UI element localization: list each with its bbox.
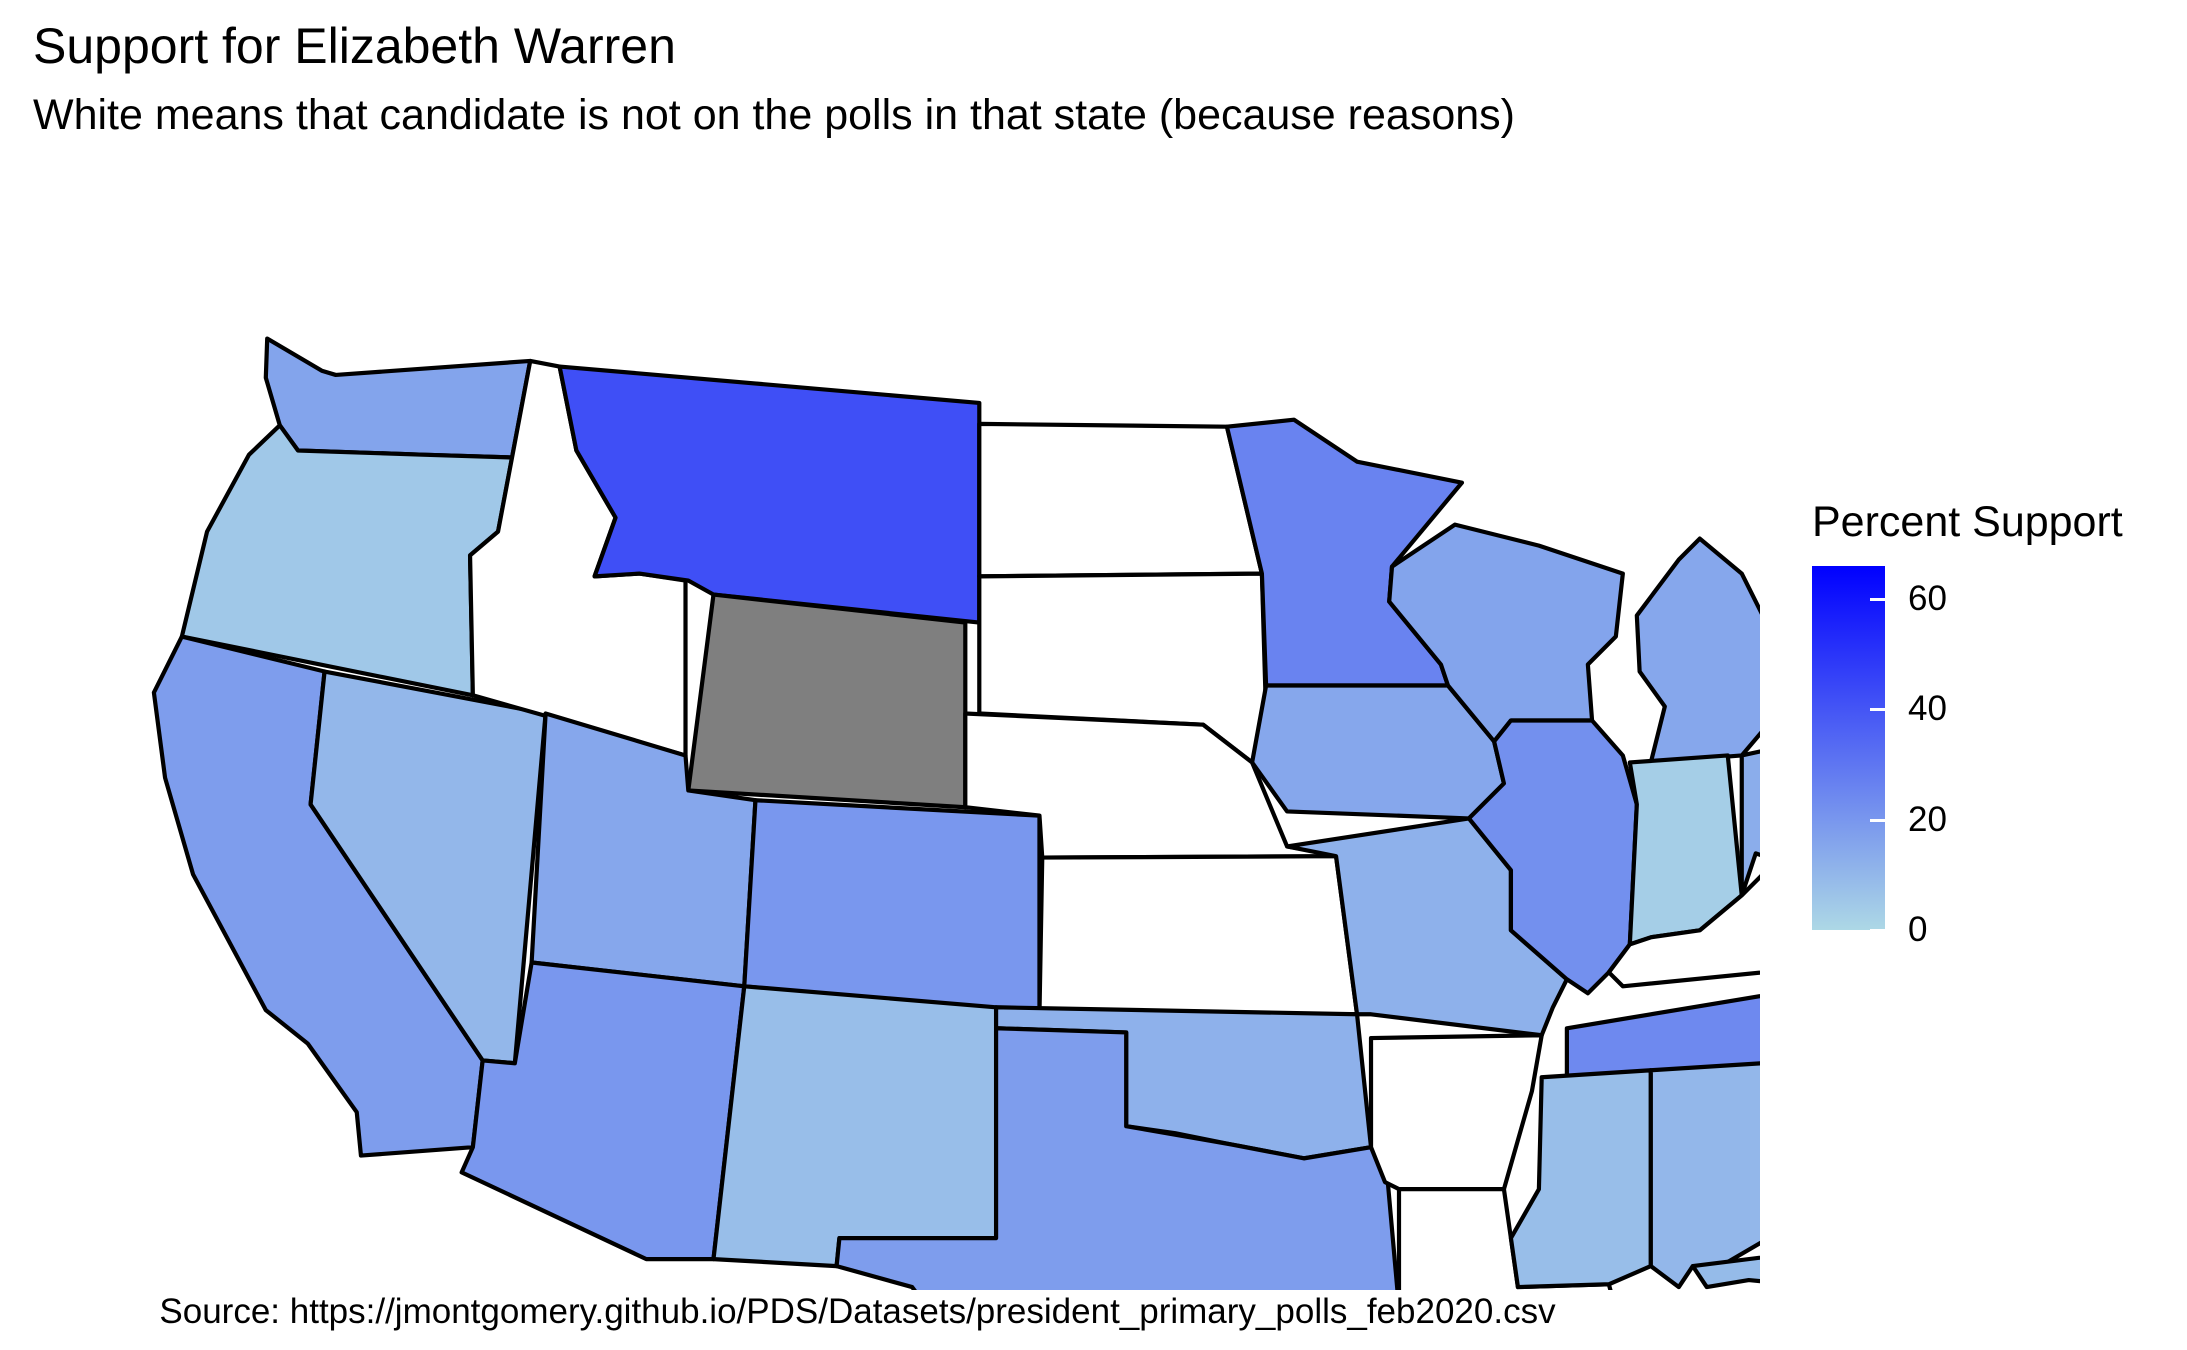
state-ohio [1739, 749, 1760, 898]
legend-tick-label: 0 [1908, 910, 1928, 949]
map-subtitle: White means that candidate is not on the… [33, 91, 1515, 139]
state-alabama [1648, 1061, 1760, 1290]
state-kansas [1037, 854, 1360, 1017]
legend-title: Percent Support [1812, 498, 2123, 546]
state-north-dakota [977, 421, 1264, 579]
state-new-mexico [711, 984, 999, 1269]
legend-tick-mark [1870, 929, 1885, 932]
state-kentucky [1606, 874, 1760, 989]
legend-tick-label: 20 [1908, 799, 1947, 839]
state-mississippi [1508, 1068, 1653, 1290]
legend-tick-mark [1870, 818, 1885, 822]
legend-tick-label: 40 [1908, 689, 1947, 729]
state-wyoming [686, 592, 968, 810]
legend-tick-mark [1870, 598, 1885, 602]
source-caption: Source: https://jmontgomery.github.io/PD… [159, 1292, 1556, 1331]
legend-color-bar [1812, 566, 1885, 930]
legend-tick-mark [1870, 708, 1885, 712]
state-florida [1690, 1255, 1760, 1290]
state-illinois [1466, 718, 1639, 996]
us-choropleth-map [151, 336, 1760, 1290]
state-texas [834, 1026, 1400, 1290]
legend-tick-label: 60 [1908, 579, 1947, 619]
state-washington [263, 336, 533, 460]
state-michigan [1634, 536, 1760, 765]
state-colorado [742, 798, 1042, 1017]
state-arkansas [1368, 1033, 1544, 1192]
map-title: Support for Elizabeth Warren [33, 18, 676, 74]
